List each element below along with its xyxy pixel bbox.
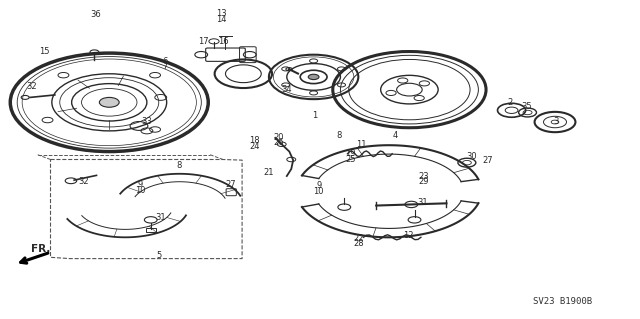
- Text: 24: 24: [250, 142, 260, 151]
- Text: 33: 33: [141, 117, 152, 126]
- Text: 28: 28: [353, 240, 364, 249]
- Text: 1: 1: [312, 111, 317, 120]
- Text: 32: 32: [26, 82, 36, 91]
- Text: 12: 12: [403, 231, 413, 240]
- Text: 9: 9: [316, 181, 321, 190]
- Text: 31: 31: [155, 213, 166, 222]
- Text: 6: 6: [163, 56, 168, 65]
- Text: 36: 36: [90, 11, 100, 19]
- Text: 17: 17: [198, 38, 209, 47]
- Text: 3: 3: [554, 117, 559, 126]
- Text: 11: 11: [356, 140, 367, 149]
- Text: 2: 2: [508, 98, 513, 107]
- Text: 21: 21: [264, 168, 274, 177]
- Text: 35: 35: [521, 102, 532, 111]
- Text: 16: 16: [218, 38, 228, 47]
- Text: 20: 20: [273, 133, 284, 142]
- Text: SV23 B1900B: SV23 B1900B: [533, 297, 592, 306]
- Text: 34: 34: [282, 85, 292, 94]
- Text: 15: 15: [39, 47, 49, 56]
- Text: 18: 18: [250, 136, 260, 145]
- Circle shape: [99, 97, 119, 107]
- Text: 30: 30: [467, 152, 477, 161]
- Text: 4: 4: [393, 131, 398, 140]
- Text: 13: 13: [216, 9, 227, 18]
- Text: 14: 14: [216, 15, 227, 24]
- Text: 26: 26: [273, 138, 284, 147]
- Text: 8: 8: [177, 161, 182, 170]
- Text: 5: 5: [156, 251, 162, 260]
- Text: FR.: FR.: [31, 244, 50, 254]
- Text: 27: 27: [225, 181, 236, 189]
- Text: 29: 29: [418, 177, 429, 186]
- Text: 8: 8: [337, 131, 342, 140]
- Circle shape: [308, 74, 319, 79]
- Text: 10: 10: [314, 187, 324, 196]
- Text: 27: 27: [482, 156, 493, 165]
- Text: 32: 32: [79, 177, 89, 186]
- Text: 9: 9: [138, 181, 143, 189]
- Text: 23: 23: [418, 172, 429, 181]
- Text: 7: 7: [163, 62, 168, 71]
- Text: 31: 31: [417, 198, 428, 207]
- Text: 22: 22: [353, 234, 364, 243]
- Text: 19: 19: [346, 149, 356, 158]
- Text: 25: 25: [346, 155, 356, 164]
- Text: 10: 10: [134, 186, 145, 195]
